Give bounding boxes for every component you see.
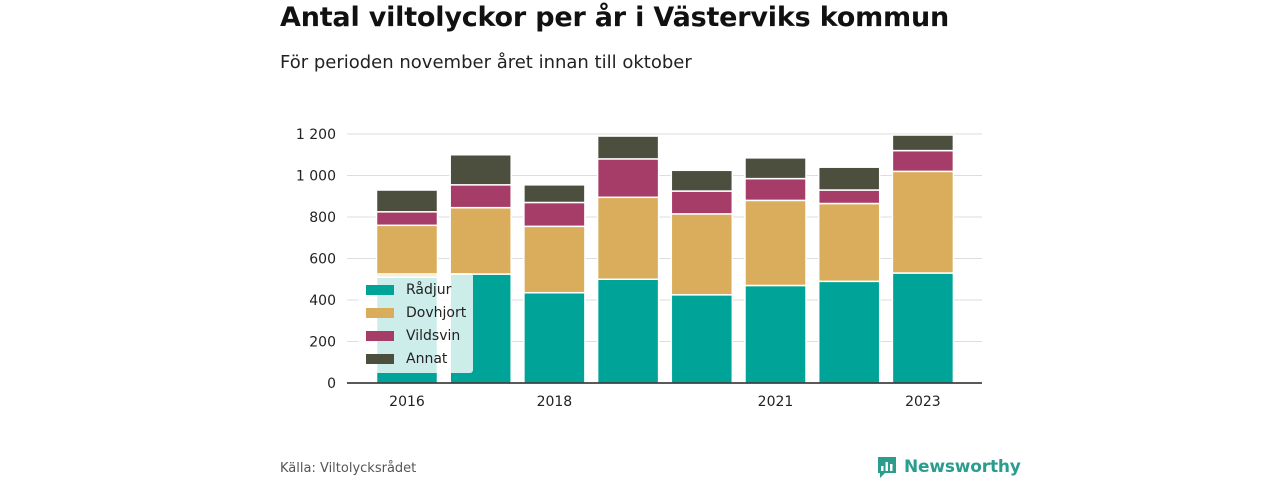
bar-segment-vildsvin — [891, 149, 955, 173]
legend: Rådjur Dovhjort Vildsvin Annat — [358, 273, 473, 373]
brand-name: Newsworthy — [904, 457, 1021, 477]
bar-segment-dovhjort — [596, 196, 660, 281]
bar-segment-dovhjort — [817, 202, 881, 283]
bar-segment-rådjur — [596, 278, 660, 384]
bar-segment-dovhjort — [449, 206, 512, 275]
bar-segment-vildsvin — [744, 177, 807, 202]
legend-label: Rådjur — [406, 282, 452, 298]
legend-swatch — [366, 331, 394, 341]
newsworthy-logo-icon — [878, 457, 896, 478]
x-tick-label: 2023 — [905, 394, 941, 410]
legend-swatch — [366, 354, 394, 364]
y-tick-label: 400 — [309, 293, 336, 309]
bar-segment-annat — [891, 134, 955, 152]
bar-segment-annat — [596, 135, 660, 160]
bar-segment-annat — [523, 184, 586, 204]
legend-swatch — [366, 285, 394, 295]
legend-item: Vildsvin — [366, 328, 460, 344]
y-tick-label: 1 000 — [296, 169, 336, 185]
legend-swatch — [366, 308, 394, 318]
brand-logo[interactable]: Newsworthy — [876, 455, 1021, 479]
bar-segment-rådjur — [817, 280, 881, 384]
bar-segment-dovhjort — [523, 225, 586, 294]
x-tick-label: 2016 — [389, 394, 425, 410]
bar-segment-vildsvin — [817, 189, 881, 205]
legend-label: Dovhjort — [406, 305, 467, 321]
source-note: Källa: Viltolycksrådet — [280, 461, 417, 476]
bar-segment-vildsvin — [596, 158, 660, 199]
bar-segment-vildsvin — [523, 201, 586, 228]
legend-item: Annat — [366, 351, 447, 367]
bar-segment-dovhjort — [891, 170, 955, 274]
chart-subtitle: För perioden november året innan till ok… — [280, 52, 692, 73]
bar-segment-annat — [744, 157, 807, 180]
legend-item: Dovhjort — [366, 305, 466, 321]
bar-segment-rådjur — [670, 294, 734, 384]
bar-segment-annat — [817, 166, 881, 191]
bar-segment-rådjur — [891, 272, 955, 384]
y-tick-label: 600 — [309, 252, 336, 268]
chart-title: Antal viltolyckor per år i Västerviks ko… — [280, 2, 949, 33]
bar-segment-rådjur — [523, 291, 586, 384]
bar-segment-annat — [449, 154, 512, 186]
bar-segment-rådjur — [744, 284, 807, 384]
legend-label: Vildsvin — [406, 328, 461, 344]
axes: 0 200 400 600 800 1 000 1 200 2016 2018 2021 2023 — [296, 127, 982, 410]
x-tick-label: 2018 — [537, 394, 573, 410]
bar-segment-dovhjort — [744, 199, 807, 287]
bar-segment-vildsvin — [670, 190, 734, 215]
y-tick-label: 200 — [309, 335, 336, 351]
bar-segment-vildsvin — [375, 211, 439, 227]
x-tick-label: 2021 — [758, 394, 794, 410]
legend-item: Rådjur — [366, 282, 451, 298]
legend-label: Annat — [406, 351, 448, 367]
y-tick-label: 800 — [309, 210, 336, 226]
bar-segment-annat — [375, 189, 439, 213]
bar-segment-dovhjort — [375, 224, 439, 278]
bar-segment-vildsvin — [449, 184, 512, 209]
bar-segment-annat — [670, 169, 734, 192]
bar-segment-dovhjort — [670, 213, 734, 296]
y-tick-label: 0 — [327, 376, 336, 392]
y-tick-label: 1 200 — [296, 127, 336, 143]
